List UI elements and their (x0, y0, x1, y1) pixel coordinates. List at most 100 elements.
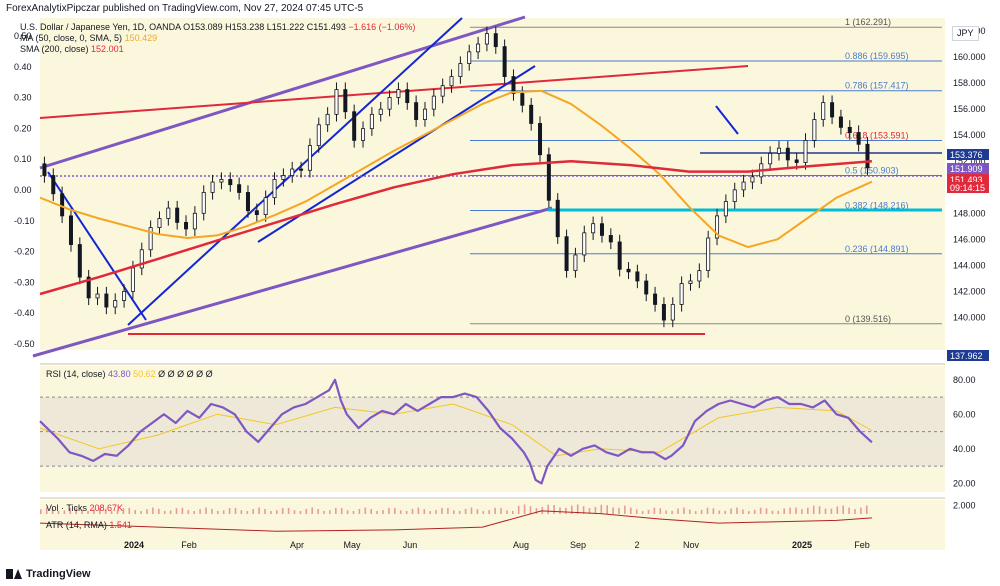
price-badge-label: 151.493 (950, 175, 983, 185)
currency-badge[interactable]: JPY (952, 26, 979, 41)
volume-bar (240, 510, 243, 514)
volume-bar (394, 507, 396, 514)
volume-bar (718, 510, 721, 514)
volume-bar (382, 510, 384, 514)
candle-body (564, 236, 569, 271)
volume-bar (683, 507, 685, 514)
volume-bar (258, 507, 260, 514)
candle-body (830, 102, 835, 118)
volume-bar (848, 507, 850, 514)
candle-body (299, 168, 304, 171)
volume-bar (470, 507, 473, 514)
volume-bar (246, 511, 249, 514)
volume-bar (582, 506, 585, 514)
candle-body (591, 223, 596, 234)
volume-bar (517, 505, 520, 514)
rsi-axis-tick: 80.00 (953, 375, 976, 385)
volume-bar (140, 511, 142, 514)
rsi-label[interactable]: RSI (14, close) (46, 369, 106, 379)
volume-bar (464, 508, 467, 514)
blue-channel-upper (127, 17, 463, 326)
volume-bar (193, 511, 195, 514)
left-axis-tick: -0.50 (14, 339, 35, 349)
price-badge (947, 174, 989, 185)
price-axis-tick: 142.000 (953, 286, 986, 296)
candle-body (467, 51, 472, 64)
volume-bar (234, 507, 237, 514)
volume-bar (423, 509, 426, 514)
volume-bar (748, 511, 750, 514)
candle-body (192, 212, 197, 230)
left-axis-tick: -0.20 (14, 247, 35, 257)
volume-bar (122, 508, 125, 514)
volume-bar (110, 510, 113, 514)
volume-bar (352, 510, 355, 514)
atr-value: 1.541 (109, 520, 132, 530)
candle-body (414, 102, 419, 120)
candle-body (458, 63, 463, 77)
candle-body (741, 181, 746, 191)
brand-label: TradingView (26, 568, 91, 580)
candle-body (272, 179, 277, 199)
fib-level-label: 0.236 (144.891) (845, 244, 909, 254)
candle-body (219, 179, 224, 183)
volume-bar (547, 504, 549, 514)
candle-body (750, 176, 755, 183)
vol-label[interactable]: Vol · Ticks (46, 503, 88, 513)
volume-bar (447, 508, 449, 514)
volume-bar (45, 507, 48, 514)
candle-body (679, 283, 684, 305)
ma50-label[interactable]: MA (50, close, 0, SMA, 5) (20, 33, 123, 43)
volume-bar (376, 511, 378, 514)
volume-bar (553, 505, 555, 514)
price-axis-tick: 158.000 (953, 78, 986, 88)
ohlc-close: C151.493 (306, 22, 346, 32)
candle-body (511, 76, 516, 94)
candle-body (493, 33, 498, 48)
volume-bar (653, 507, 656, 514)
atr-line (39, 510, 872, 532)
volume-bar (659, 508, 662, 514)
sma200-value: 152.001 (91, 44, 124, 54)
tradingview-brand[interactable]: TradingView (6, 568, 91, 580)
legend-vol: Vol · Ticks 208.67K (46, 503, 123, 514)
volume-bar (812, 505, 815, 514)
candle-body (538, 123, 543, 156)
atr-label[interactable]: ATR (14, RMA) (46, 520, 107, 530)
volume-bar (801, 509, 803, 514)
candle-body (263, 197, 268, 215)
candle-body (122, 291, 127, 301)
x-axis-tick: Nov (683, 540, 700, 550)
candle-body (838, 116, 843, 128)
volume-bar (807, 507, 809, 514)
tradingview-logo-icon (6, 569, 22, 579)
volume-bar (128, 507, 131, 514)
ohlc-low: L151.222 (266, 22, 305, 32)
volume-bar (594, 506, 597, 514)
volume-bar (488, 510, 490, 514)
volume-bar (51, 508, 54, 514)
volume-bar (818, 506, 821, 514)
volume-bar (854, 509, 856, 514)
ma50-line (39, 89, 873, 249)
candle-body (608, 235, 613, 243)
candle-body (821, 102, 826, 120)
left-axis-tick: 0.20 (14, 123, 32, 133)
volume-bar (417, 507, 420, 514)
left-axis-tick: 0.40 (14, 62, 32, 72)
volume-bar (435, 510, 437, 514)
volume-bar (842, 505, 844, 514)
candle-body (484, 33, 489, 45)
x-axis-tick: 2025 (792, 540, 812, 550)
volume-bar (730, 508, 732, 514)
volume-bar (187, 510, 190, 514)
candle-body (228, 179, 233, 186)
volume-bar (99, 507, 101, 514)
volume-bar (576, 504, 579, 514)
candle-body (715, 215, 720, 239)
sma200-label[interactable]: SMA (200, close) (20, 44, 89, 54)
volume-bar (169, 510, 172, 514)
symbol-line: U.S. Dollar / Japanese Yen, 1D, OANDA (20, 22, 181, 32)
volume-bar (116, 510, 119, 514)
